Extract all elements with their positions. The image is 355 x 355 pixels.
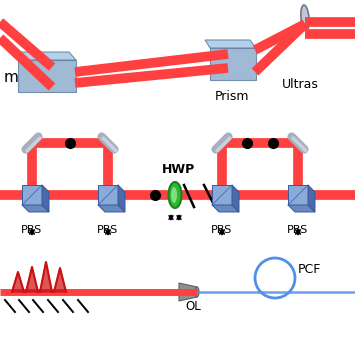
Text: PBS: PBS	[21, 225, 42, 235]
Polygon shape	[308, 185, 315, 212]
Polygon shape	[26, 267, 38, 292]
Polygon shape	[54, 268, 66, 292]
Polygon shape	[12, 272, 24, 292]
Text: HWP: HWP	[162, 163, 195, 176]
Polygon shape	[98, 185, 118, 205]
Polygon shape	[18, 60, 76, 92]
Polygon shape	[118, 185, 125, 212]
Polygon shape	[288, 205, 315, 212]
Polygon shape	[42, 185, 49, 212]
Polygon shape	[40, 262, 52, 292]
Polygon shape	[98, 205, 125, 212]
Polygon shape	[212, 185, 232, 205]
Text: Ultras: Ultras	[282, 78, 319, 91]
Polygon shape	[212, 205, 239, 212]
Text: PBS: PBS	[287, 225, 308, 235]
Text: Prism: Prism	[215, 90, 250, 103]
Polygon shape	[205, 40, 256, 48]
Polygon shape	[22, 205, 49, 212]
Ellipse shape	[169, 182, 181, 208]
Text: OL: OL	[185, 300, 201, 313]
Polygon shape	[12, 52, 76, 60]
Polygon shape	[22, 185, 42, 205]
Text: PBS: PBS	[97, 225, 118, 235]
Polygon shape	[210, 48, 256, 80]
Text: m: m	[4, 71, 19, 86]
Ellipse shape	[301, 5, 309, 31]
Ellipse shape	[195, 287, 199, 297]
Polygon shape	[288, 185, 308, 205]
Text: PCF: PCF	[298, 263, 321, 276]
Polygon shape	[232, 185, 239, 212]
Ellipse shape	[171, 187, 177, 203]
Text: PBS: PBS	[211, 225, 232, 235]
Polygon shape	[179, 283, 197, 301]
